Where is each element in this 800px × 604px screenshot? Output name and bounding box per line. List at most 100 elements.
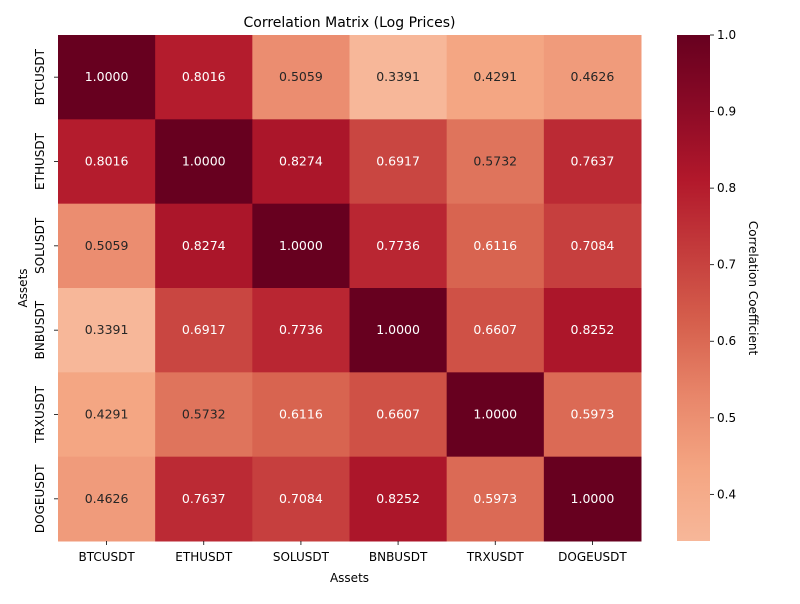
cell-value-label: 1.0000 xyxy=(473,407,517,422)
cell-value-label: 0.5732 xyxy=(182,407,226,422)
colorbar-tick-label: 1.0 xyxy=(717,28,736,42)
heatmap-cell xyxy=(252,456,350,542)
heatmap-cells: 1.0000 0.8016 0.5059 0.3391 0.4291 0.4626 0.80… xyxy=(58,35,642,542)
cell-value-label: 0.6116 xyxy=(279,407,323,422)
colorbar-tick-label: 0.7 xyxy=(717,258,736,272)
heatmap-cell xyxy=(252,35,350,120)
heatmap-cell xyxy=(58,288,156,373)
heatmap-cell xyxy=(446,203,545,289)
cell-value-label: 0.5059 xyxy=(85,238,129,253)
cell-value-label: 1.0000 xyxy=(279,238,323,253)
heatmap-cell xyxy=(155,203,253,289)
heatmap-cell xyxy=(446,456,545,542)
cell-value-label: 1.0000 xyxy=(85,69,129,84)
colorbar-tick-label: 0.5 xyxy=(717,411,736,425)
cell-value-label: 0.8252 xyxy=(571,322,615,337)
cell-value-label: 0.4291 xyxy=(85,407,129,422)
cell-value-label: 0.6607 xyxy=(473,322,517,337)
cell-value-label: 0.3391 xyxy=(376,69,420,84)
heatmap-cell xyxy=(349,288,448,373)
cell-value-label: 0.3391 xyxy=(85,322,129,337)
cell-value-label: 0.6116 xyxy=(473,238,517,253)
y-tick-label: ETHUSDT xyxy=(33,132,47,190)
cell-value-label: 0.4291 xyxy=(473,69,517,84)
heatmap-cell xyxy=(446,35,545,120)
cell-value-label: 0.7084 xyxy=(279,491,323,506)
heatmap-cell xyxy=(349,456,448,542)
cell-value-label: 0.8252 xyxy=(376,491,420,506)
heatmap-cell xyxy=(58,456,156,542)
cell-value-label: 0.8274 xyxy=(182,238,226,253)
heatmap-cell xyxy=(58,119,156,205)
cell-value-label: 1.0000 xyxy=(182,154,226,169)
colorbar-label: Correlation Coefficient xyxy=(746,221,760,356)
heatmap-cell xyxy=(349,119,448,205)
cell-value-label: 0.5973 xyxy=(571,407,615,422)
x-tick-label: BTCUSDT xyxy=(78,550,135,564)
heatmap-cell xyxy=(543,119,642,205)
cell-value-label: 0.4626 xyxy=(85,491,129,506)
cell-value-label: 0.6607 xyxy=(376,407,420,422)
x-axis: BTCUSDT ETHUSDT SOLUSDT BNBUSDT TRXUSDT DOGEU… xyxy=(78,541,627,564)
x-tick-label: BNBUSDT xyxy=(369,550,428,564)
colorbar-tick-label: 0.8 xyxy=(717,181,736,195)
y-tick-label: BNBUSDT xyxy=(33,300,47,359)
heatmap-cell xyxy=(155,372,253,458)
heatmap-cell xyxy=(543,372,642,458)
heatmap-cell xyxy=(543,288,642,373)
cell-value-label: 0.7736 xyxy=(376,238,420,253)
cell-value-label: 0.7084 xyxy=(571,238,615,253)
cell-value-label: 0.8274 xyxy=(279,154,323,169)
cell-value-label: 0.8016 xyxy=(182,69,226,84)
colorbar-tick-label: 0.4 xyxy=(717,487,736,501)
heatmap-cell xyxy=(252,372,350,458)
heatmap-cell xyxy=(252,288,350,373)
cell-value-label: 0.7736 xyxy=(279,322,323,337)
cell-value-label: 0.6917 xyxy=(376,154,420,169)
y-tick-label: DOGEUSDT xyxy=(33,464,47,533)
heatmap-cell xyxy=(349,35,448,120)
x-tick-label: ETHUSDT xyxy=(175,550,233,564)
cell-value-label: 0.5973 xyxy=(473,491,517,506)
heatmap-cell xyxy=(543,456,642,542)
cell-value-label: 0.6917 xyxy=(182,322,226,337)
cell-value-label: 1.0000 xyxy=(376,322,420,337)
y-tick-label: TRXUSDT xyxy=(33,385,47,444)
heatmap-cell xyxy=(155,456,253,542)
heatmap-cell xyxy=(446,119,545,205)
colorbar: 0.4 0.5 0.6 0.7 0.8 0.9 1.0 xyxy=(677,28,736,541)
heatmap-cell xyxy=(446,288,545,373)
cell-value-label: 0.8016 xyxy=(85,154,129,169)
heatmap-cell xyxy=(155,288,253,373)
colorbar-tick-label: 0.6 xyxy=(717,334,736,348)
heatmap-cell xyxy=(349,203,448,289)
heatmap-cell xyxy=(58,203,156,289)
heatmap-cell xyxy=(252,203,350,289)
heatmap-cell xyxy=(155,35,253,120)
cell-value-label: 0.4626 xyxy=(571,69,615,84)
colorbar-gradient xyxy=(677,35,710,541)
heatmap-cell xyxy=(155,119,253,205)
y-axis-label: Assets xyxy=(16,268,30,307)
colorbar-tick-label: 0.9 xyxy=(717,105,736,119)
heatmap-cell xyxy=(543,35,642,120)
x-tick-label: SOLUSDT xyxy=(273,550,330,564)
chart-title: Correlation Matrix (Log Prices) xyxy=(243,15,455,31)
cell-value-label: 0.5732 xyxy=(473,154,517,169)
heatmap-cell xyxy=(58,35,156,120)
cell-value-label: 1.0000 xyxy=(571,491,615,506)
cell-value-label: 0.7637 xyxy=(571,154,615,169)
y-axis: BTCUSDT ETHUSDT SOLUSDT BNBUSDT TRXUSDT DOGEU… xyxy=(33,48,58,533)
heatmap-cell xyxy=(58,372,156,458)
x-axis-label: Assets xyxy=(330,571,369,585)
y-tick-label: BTCUSDT xyxy=(33,48,47,105)
heatmap-cell xyxy=(446,372,545,458)
cell-value-label: 0.7637 xyxy=(182,491,226,506)
x-tick-label: TRXUSDT xyxy=(466,550,525,564)
y-tick-label: SOLUSDT xyxy=(33,217,47,274)
x-tick-label: DOGEUSDT xyxy=(558,550,627,564)
heatmap-cell xyxy=(252,119,350,205)
heatmap-cell xyxy=(543,203,642,289)
